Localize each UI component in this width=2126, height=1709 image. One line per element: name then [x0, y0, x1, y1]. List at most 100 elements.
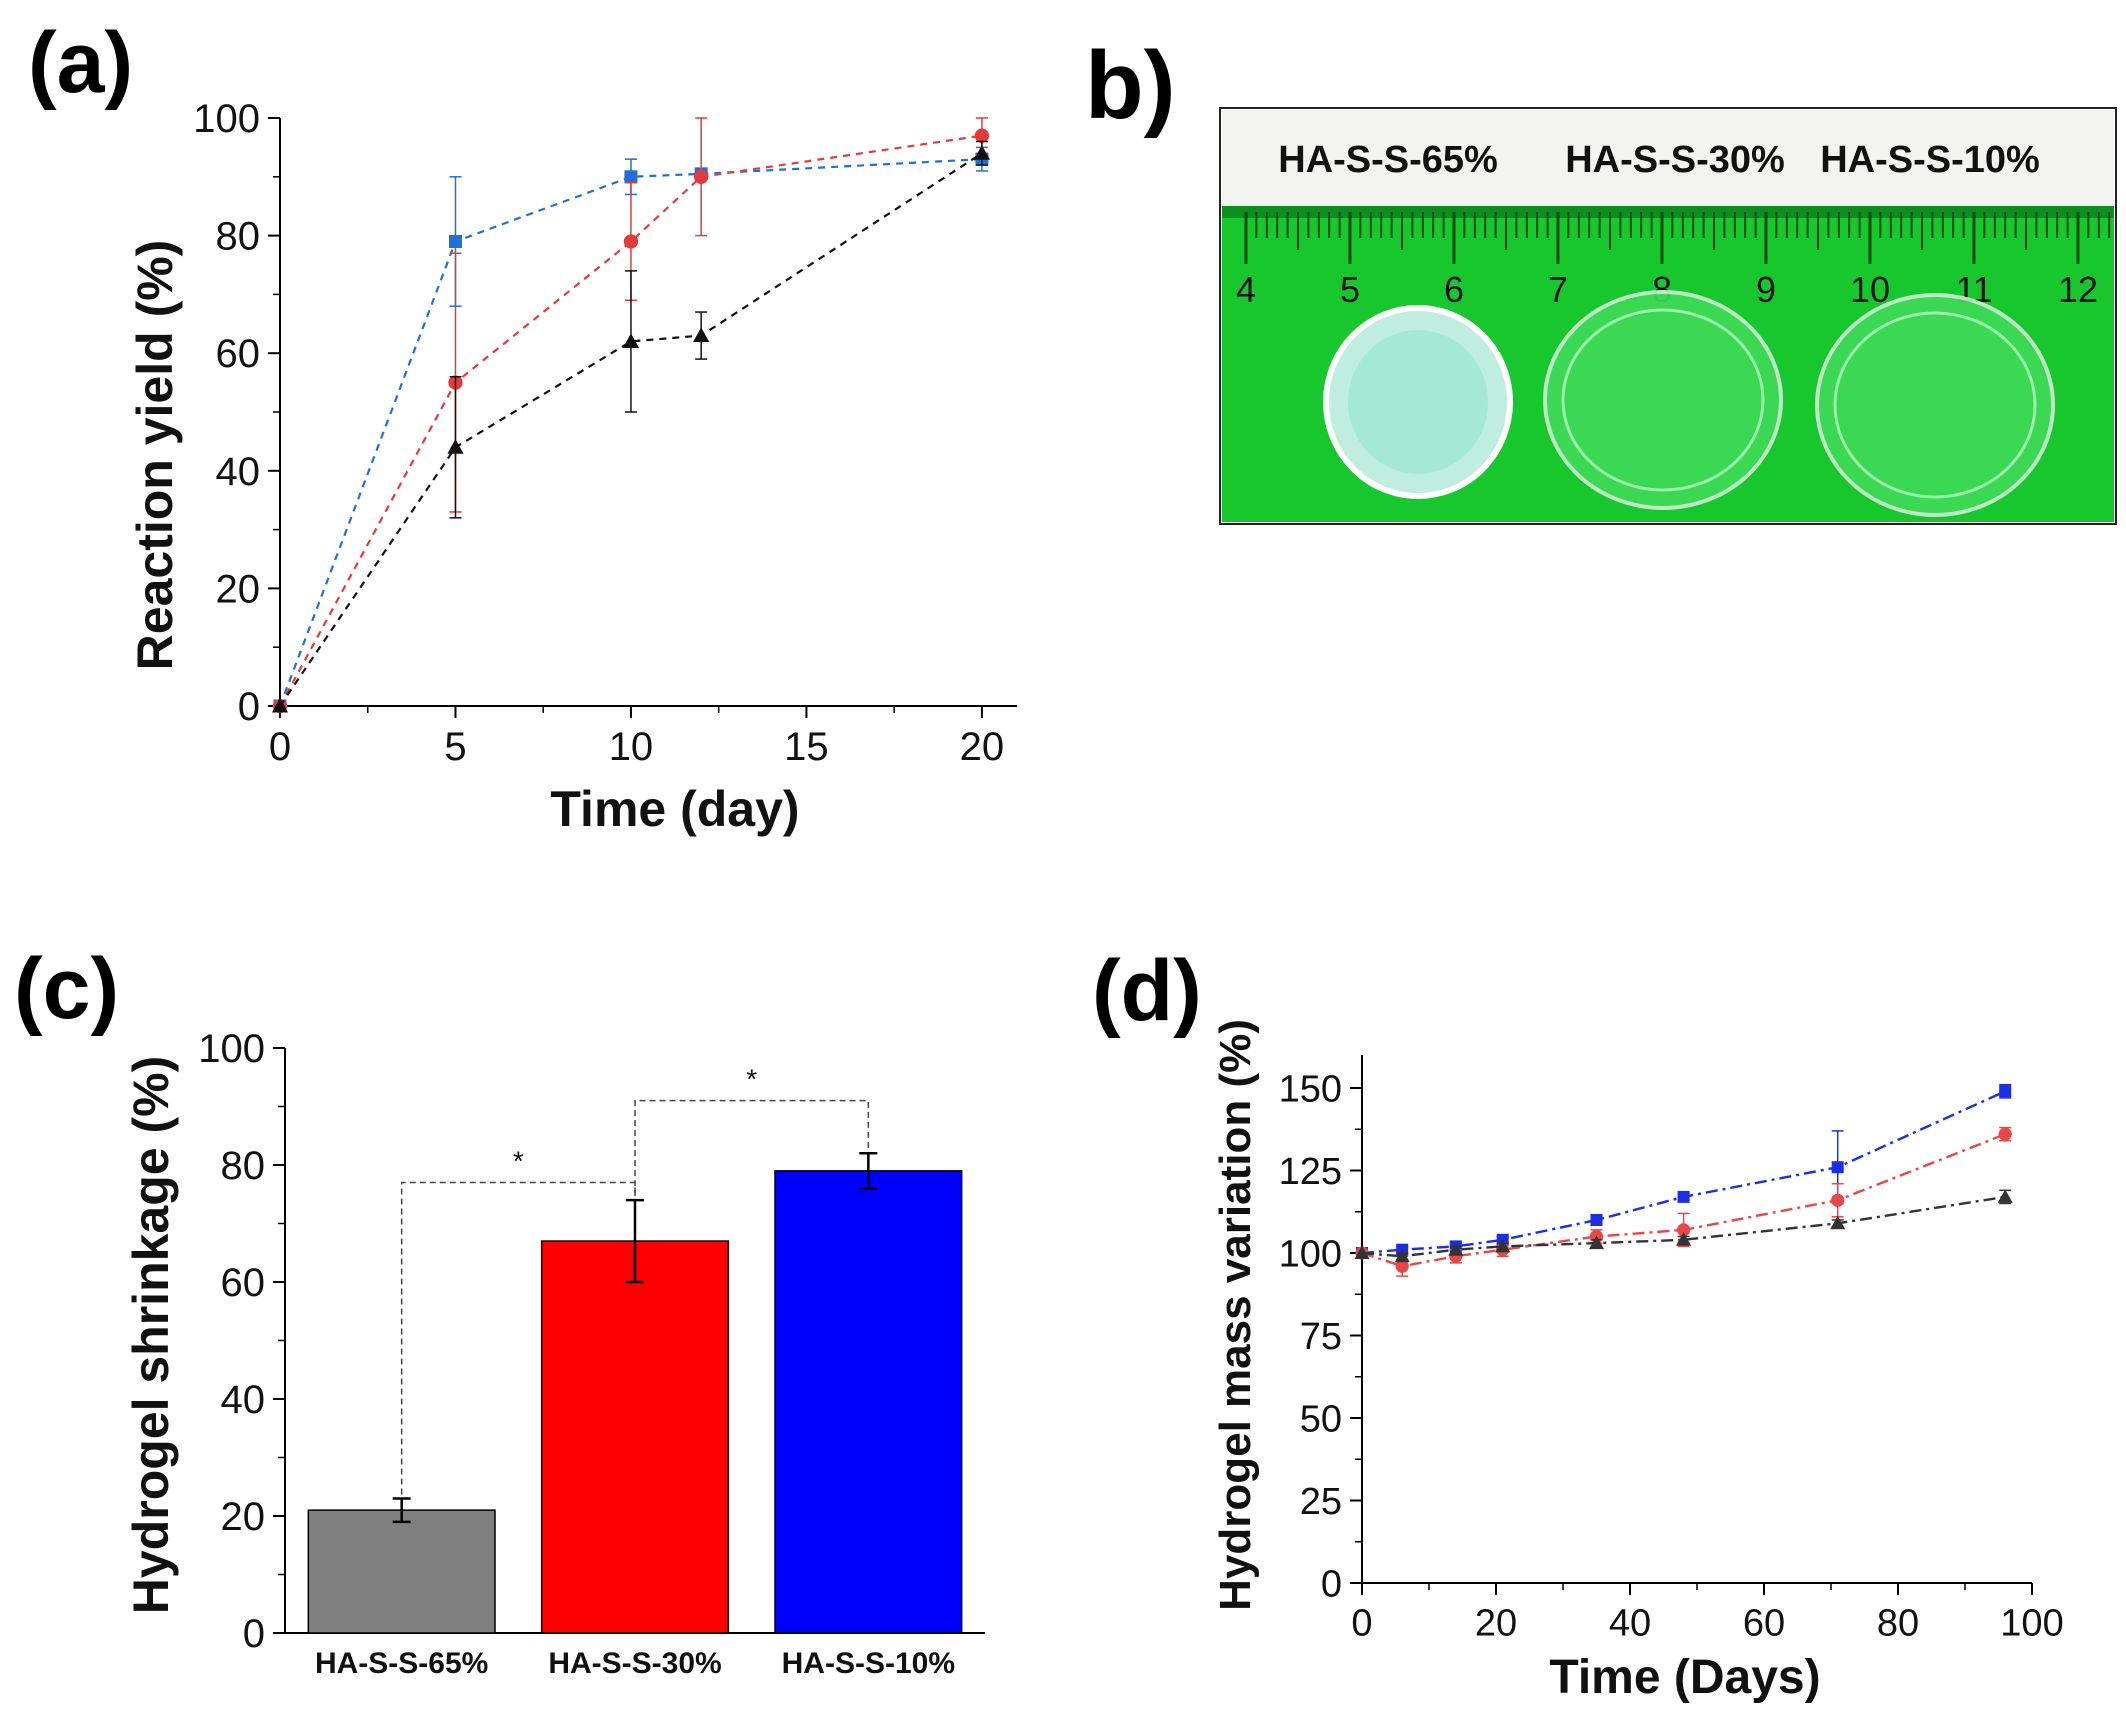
chart-d-series-line-ha-s-s-10-: [1361, 1090, 2006, 1255]
ruler-ticks: [1244, 212, 2111, 264]
chart-a-xtick-label: 0: [269, 725, 291, 769]
ruler-number-7: 7: [1548, 269, 1568, 310]
chart-a-point-ha-s-s-65-: [622, 333, 640, 348]
chart-c-significance-bracket-1: [634, 1099, 870, 1197]
chart-d-point-ha-s-s-65-: [1448, 1242, 1464, 1256]
chart-d-xtick-label: 60: [1743, 1602, 1785, 1644]
chart-a-ytick-label: 0: [238, 685, 260, 729]
chart-c: Hydrogel shrinkage (%) 0 20 40 60 80 100 HA-S-…: [123, 1027, 985, 1680]
chart-d-series-line-ha-s-s-30-: [1361, 1133, 2006, 1268]
chart-d-point-ha-s-s-30-: [1831, 1193, 1845, 1207]
photo-label-65: HA-S-S-65%: [1278, 139, 1498, 181]
chart-a-xtick-label: 5: [444, 725, 466, 769]
chart-d-point-ha-s-s-10-: [1831, 1161, 1844, 1174]
label-strip: [1222, 110, 2114, 208]
chart-a-series-line-ha-s-s-10-: [278, 158, 982, 707]
chart-d-ytick-label: 25: [1300, 1481, 1342, 1523]
chart-d-point-ha-s-s-65-: [1354, 1245, 1370, 1259]
chart-a-xtick-label: 20: [960, 725, 1005, 769]
chart-a-point-ha-s-s-65-: [271, 697, 289, 713]
chart-a-ytick-label: 40: [216, 450, 261, 494]
chart-c-bar-1: [540, 1240, 730, 1634]
chart-d-ytick-label: 75: [1300, 1316, 1342, 1358]
chart-a-series-line-ha-s-s-65-: [279, 152, 983, 707]
chart-d-point-ha-s-s-10-: [1677, 1190, 1690, 1203]
chart-a-point-ha-s-s-30-: [693, 169, 709, 184]
chart-c-category-label-1: HA-S-S-30%: [548, 1647, 721, 1680]
chart-d-point-ha-s-s-65-: [1495, 1238, 1511, 1253]
chart-d-point-ha-s-s-65-: [1394, 1248, 1410, 1263]
chart-d-series-line-ha-s-s-65-: [1361, 1195, 2006, 1258]
chart-a: Reaction yield (%) Time (day) 0 20 40 60 80 1…: [127, 97, 1017, 837]
chart-a-point-ha-s-s-30-: [623, 234, 639, 249]
chart-d-xtick-label: 80: [1877, 1602, 1919, 1644]
chart-d-ytick-label: 150: [1279, 1068, 1342, 1110]
chart-a-point-ha-s-s-65-: [447, 439, 464, 454]
photo-label-30: HA-S-S-30%: [1565, 139, 1785, 181]
chart-d-ytick-label: 125: [1279, 1151, 1342, 1193]
ruler-number-5: 5: [1340, 269, 1360, 310]
chart-d-xlabel: Time (Days): [1549, 1651, 1820, 1704]
ruler-number-10: 10: [1850, 269, 1890, 310]
chart-d-point-ha-s-s-10-: [1999, 1085, 2012, 1098]
chart-c-bar-0: [307, 1509, 496, 1634]
chart-a-ytick-label: 80: [216, 215, 261, 259]
chart-a-series-line-ha-s-s-30-: [279, 134, 983, 707]
chart-c-ytick-label: 60: [221, 1261, 266, 1305]
chart-c-significance-bracket-0: [400, 1181, 636, 1495]
chart-d-xtick-label: 0: [1351, 1602, 1372, 1644]
chart-a-ytick-label: 100: [193, 97, 260, 141]
chart-c-significance-star-1: *: [746, 1064, 757, 1095]
chart-d-ytick-label: 50: [1300, 1398, 1342, 1440]
chart-c-ytick-label: 20: [221, 1495, 266, 1539]
chart-d-point-ha-s-s-65-: [1676, 1232, 1692, 1246]
chart-d-point-ha-s-s-30-: [1395, 1259, 1409, 1273]
chart-d-point-ha-s-s-65-: [1589, 1235, 1604, 1250]
chart-d: Hydrogel mass variation (%) Time (Days) …: [1211, 1019, 2064, 1704]
ruler-number-6: 6: [1444, 269, 1464, 310]
chart-c-bar-2: [774, 1170, 963, 1634]
panel-label-b: b): [1085, 32, 1176, 139]
photo-label-10: HA-S-S-10%: [1820, 139, 2040, 181]
chart-c-ytick-label: 0: [243, 1612, 265, 1656]
chart-a-ytick-label: 60: [216, 332, 261, 376]
chart-a-point-ha-s-s-30-: [974, 128, 990, 143]
hydrogel-disc-30-rim: [1561, 308, 1765, 492]
chart-a-ytick-label: 20: [216, 567, 261, 611]
chart-c-ytick-label: 80: [221, 1144, 266, 1188]
chart-a-point-ha-s-s-10-: [448, 234, 462, 248]
hydrogel-disc-65-center: [1348, 330, 1488, 474]
ruler-number-12: 12: [2058, 269, 2098, 310]
chart-d-point-ha-s-s-10-: [1590, 1214, 1603, 1226]
panel-label-a: (a): [28, 15, 133, 111]
hydrogel-disc-30: [1543, 290, 1783, 510]
hydrogel-disc-10-rim: [1833, 311, 2037, 499]
ruler-numbers: 4 5 6 7 8 9 10 11 12: [1236, 269, 2098, 310]
chart-a-point-ha-s-s-65-: [693, 327, 710, 343]
chart-a-point-ha-s-s-65-: [973, 145, 991, 160]
chart-d-xtick-label: 40: [1609, 1602, 1651, 1644]
chart-c-ylabel: Hydrogel shrinkage (%): [123, 1056, 179, 1614]
ruler-edge: [1222, 206, 2114, 218]
chart-c-category-label-0: HA-S-S-65%: [315, 1647, 488, 1680]
panel-label-c: (c): [14, 941, 119, 1037]
chart-a-point-ha-s-s-10-: [624, 170, 638, 184]
chart-d-point-ha-s-s-30-: [1998, 1127, 2012, 1141]
chart-c-significance-star-0: *: [513, 1146, 524, 1177]
chart-a-ylabel: Reaction yield (%): [127, 240, 183, 671]
ruler-number-4: 4: [1236, 269, 1256, 310]
chart-d-ytick-label: 100: [1279, 1233, 1342, 1275]
chart-d-xtick-label: 100: [2000, 1602, 2063, 1644]
chart-a-xtick-label: 15: [784, 725, 829, 769]
chart-d-point-ha-s-s-65-: [1830, 1215, 1846, 1230]
chart-a-xtick-label: 10: [609, 725, 654, 769]
chart-c-category-label-2: HA-S-S-10%: [782, 1647, 955, 1680]
ruler-number-9: 9: [1756, 269, 1776, 310]
chart-d-xtick-label: 20: [1475, 1602, 1517, 1644]
chart-a-xlabel: Time (day): [550, 781, 799, 837]
chart-d-ytick-label: 0: [1321, 1563, 1342, 1605]
chart-d-ylabel: Hydrogel mass variation (%): [1211, 1019, 1260, 1611]
chart-c-ytick-label: 40: [221, 1378, 266, 1422]
